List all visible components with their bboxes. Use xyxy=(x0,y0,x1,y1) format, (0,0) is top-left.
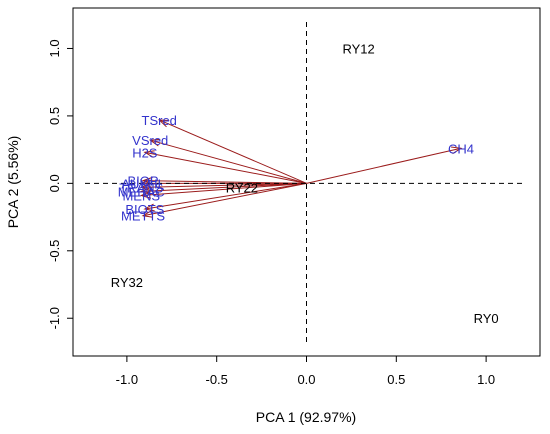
y-tick-label: 0.0 xyxy=(47,174,62,192)
y-tick-label: 0.5 xyxy=(47,107,62,125)
observation-label: RY22 xyxy=(226,180,258,195)
loading-arrow xyxy=(144,151,307,184)
x-tick-label: -1.0 xyxy=(116,372,138,387)
y-tick-label: -0.5 xyxy=(47,240,62,262)
x-axis: -1.0 -0.5 0.0 0.5 1.0 xyxy=(116,355,495,387)
observation-label: RY12 xyxy=(342,41,374,56)
variable-label: CH4 xyxy=(448,141,474,156)
loading-arrow xyxy=(141,182,307,188)
x-tick-label: 0.0 xyxy=(297,372,315,387)
loading-arrow-head xyxy=(139,190,152,199)
x-tick-label: -0.5 xyxy=(205,372,227,387)
loading-arrows xyxy=(139,119,463,218)
observation-label: RY32 xyxy=(111,275,143,290)
loading-arrow xyxy=(141,182,307,192)
x-tick-label: 0.5 xyxy=(387,372,405,387)
loading-arrow xyxy=(142,182,307,217)
y-axis: -1.0 -0.5 0.0 0.5 1.0 xyxy=(47,39,73,329)
observation-labels: RY12 RY22 RY32 RY0 xyxy=(111,41,499,326)
loading-arrow xyxy=(144,182,307,210)
loading-arrow xyxy=(141,182,307,196)
x-tick-label: 1.0 xyxy=(477,372,495,387)
y-tick-label: -1.0 xyxy=(47,307,62,329)
variable-label: MEHAC xyxy=(118,184,165,199)
variable-label: AUXHI xyxy=(121,176,161,191)
variable-label: BIOTS xyxy=(125,202,164,217)
variable-label: TRANS xyxy=(119,180,163,195)
loading-arrow xyxy=(159,119,307,184)
loading-arrow-head xyxy=(157,119,170,128)
variable-label: VSred xyxy=(132,133,168,148)
variable-label: H2S xyxy=(132,145,158,160)
loading-arrow-head xyxy=(148,138,161,147)
x-axis-title: PCA 1 (92.97%) xyxy=(256,409,356,425)
y-axis-title: PCA 2 (5.56%) xyxy=(5,136,21,229)
y-tick-label: 1.0 xyxy=(47,39,62,57)
loading-arrow xyxy=(150,139,307,184)
variable-label: MENS xyxy=(122,188,160,203)
loading-arrow-head xyxy=(143,150,155,158)
loading-arrow-head xyxy=(450,146,463,155)
reference-lines xyxy=(85,22,526,345)
loading-arrow-head xyxy=(139,187,151,195)
loading-arrow-head xyxy=(139,183,151,192)
loading-arrow-head xyxy=(141,210,154,218)
variable-label: TSred xyxy=(142,113,177,128)
variable-label: BIOP xyxy=(128,174,159,189)
loading-arrow xyxy=(306,147,462,184)
observation-label: RY0 xyxy=(474,311,499,326)
variable-label: METTS xyxy=(121,209,165,224)
